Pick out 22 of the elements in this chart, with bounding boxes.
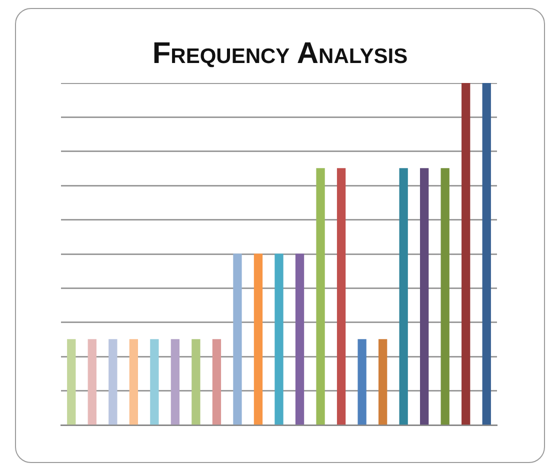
bar <box>192 339 200 425</box>
bar <box>316 168 325 425</box>
bar <box>129 339 138 425</box>
bar <box>108 339 118 425</box>
bar <box>482 83 491 425</box>
bar <box>462 83 470 425</box>
bar <box>170 339 180 425</box>
bar <box>67 339 76 425</box>
bar <box>358 339 366 425</box>
bar <box>88 339 96 425</box>
bar <box>420 168 429 425</box>
bar <box>233 254 242 425</box>
bar <box>254 254 263 425</box>
bar <box>399 168 408 425</box>
chart-title: Frequency Analysis <box>151 37 409 72</box>
bar <box>274 254 284 425</box>
bar <box>336 168 346 425</box>
bar <box>212 339 222 425</box>
bar <box>150 339 159 425</box>
bar <box>440 168 450 425</box>
bar <box>378 339 388 425</box>
bar <box>295 254 304 425</box>
